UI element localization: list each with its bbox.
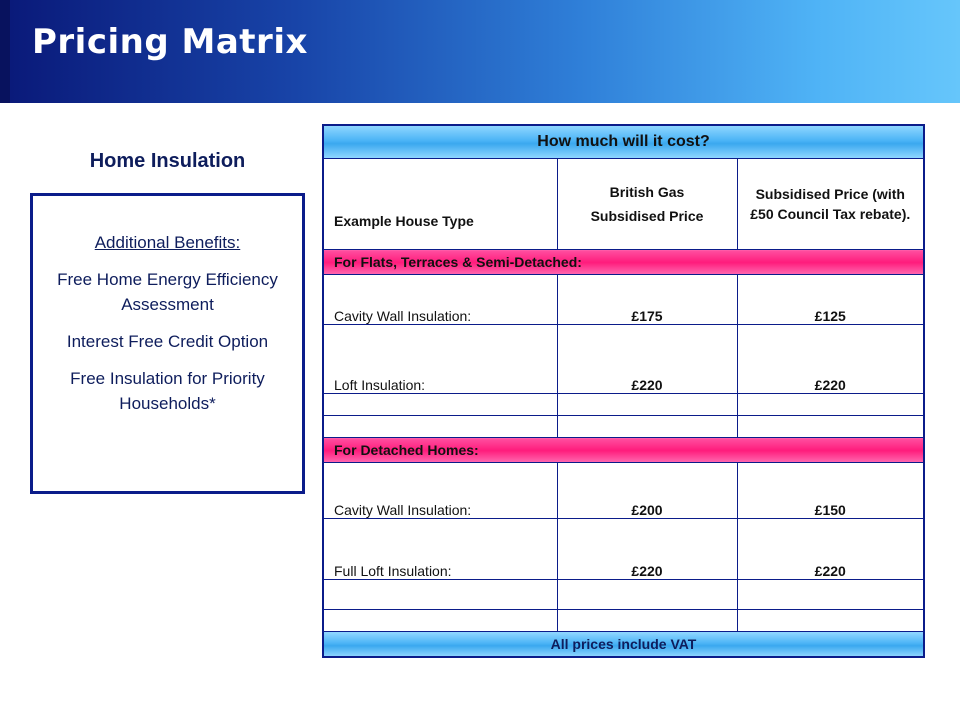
price-cell: £220	[736, 324, 925, 394]
section-label: For Flats, Terraces & Semi-Detached:	[322, 249, 925, 275]
price-cell: £150	[736, 462, 925, 519]
pricing-table: How much will it cost? Example House Typ…	[322, 124, 926, 658]
section-row: For Flats, Terraces & Semi-Detached:	[322, 249, 925, 275]
column-header-house-type: Example House Type	[322, 158, 558, 250]
benefit-item: Free Insulation for Priority Households*	[70, 369, 265, 413]
price-cell: £220	[556, 324, 738, 394]
table-banner: How much will it cost?	[322, 124, 925, 159]
price-cell: £220	[556, 518, 738, 580]
table-footer: All prices include VAT	[322, 631, 925, 658]
house-type-cell: Full Loft Insulation:	[322, 518, 558, 580]
section-heading: Home Insulation	[89, 150, 246, 172]
price-cell: £175	[556, 274, 738, 325]
house-type-cell: Cavity Wall Insulation:	[322, 462, 558, 519]
benefits-title: Additional Benefits:	[94, 233, 241, 252]
column-header-line: British Gas	[609, 184, 685, 200]
table-header-row: Example House Type British Gas Subsidise…	[322, 158, 925, 250]
empty-row	[322, 579, 925, 610]
table-row: Full Loft Insulation: £220 £220	[322, 518, 925, 580]
empty-row	[322, 609, 925, 632]
column-header-british-gas: British Gas Subsidised Price	[556, 158, 738, 250]
table-footer-row: All prices include VAT	[322, 631, 925, 658]
empty-row	[322, 393, 925, 416]
house-type-cell: Loft Insulation:	[322, 324, 558, 394]
benefit-item: Interest Free Credit Option	[66, 332, 269, 351]
benefits-panel: Additional Benefits: Free Home Energy Ef…	[30, 193, 305, 494]
table-row: Cavity Wall Insulation: £200 £150	[322, 462, 925, 519]
table-banner-row: How much will it cost?	[322, 124, 925, 159]
price-cell: £220	[736, 518, 925, 580]
section-label: For Detached Homes:	[322, 437, 925, 463]
price-cell: £125	[736, 274, 925, 325]
page-title: Pricing Matrix	[32, 22, 308, 62]
table-row: Cavity Wall Insulation: £175 £125	[322, 274, 925, 325]
column-header-council: Subsidised Price (with £50 Council Tax r…	[736, 158, 925, 250]
house-type-cell: Cavity Wall Insulation:	[322, 274, 558, 325]
price-cell: £200	[556, 462, 738, 519]
table-row: Loft Insulation: £220 £220	[322, 324, 925, 394]
section-row: For Detached Homes:	[322, 437, 925, 463]
benefit-item: Free Home Energy Efficiency Assessment	[57, 270, 278, 314]
empty-row	[322, 415, 925, 438]
column-header-line: Subsidised Price	[590, 208, 704, 224]
title-banner: Pricing Matrix	[0, 0, 960, 103]
